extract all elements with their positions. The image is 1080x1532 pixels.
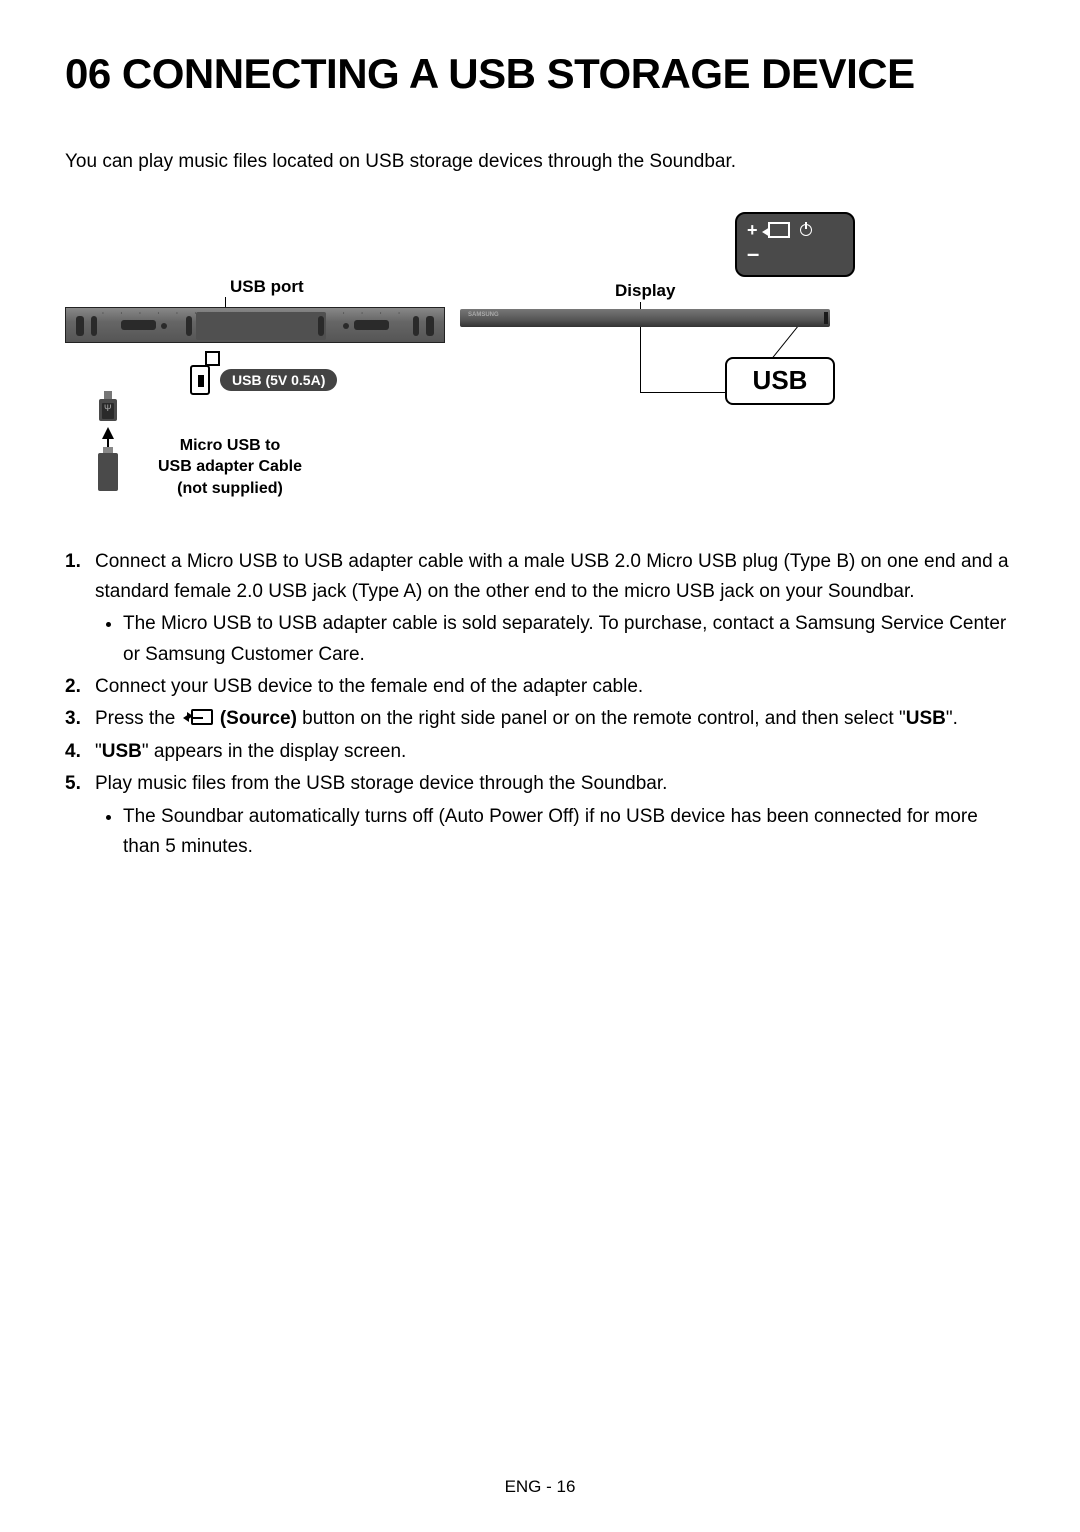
source-icon [183,709,213,727]
intro-text: You can play music files located on USB … [65,148,1015,177]
page-title: 06 CONNECTING A USB STORAGE DEVICE [65,50,1015,98]
cable-caption: Micro USB to USB adapter Cable (not supp… [140,435,320,500]
soundbar-front-panel: SAMSUNG [460,309,830,327]
instruction-list: Connect a Micro USB to USB adapter cable… [65,547,1015,863]
usb-port-label: USB port [230,277,304,297]
page-footer: ENG - 16 [0,1477,1080,1497]
usb-port-zoom: USB (5V 0.5A) [190,357,380,402]
step-1-note: The Micro USB to USB adapter cable is so… [123,609,1015,670]
source-icon [768,222,790,238]
soundbar-back-panel: • • • • • • • • • • • • • • • • • [65,307,445,343]
power-icon [800,224,812,236]
micro-usb-cable-illustration: Ψ [93,399,123,519]
display-label: Display [615,281,675,301]
step-5: Play music files from the USB storage de… [95,769,1015,862]
step-1: Connect a Micro USB to USB adapter cable… [95,547,1015,671]
usb-display-readout: USB [725,357,835,405]
connection-diagram: USB port Display • • • • • • • • • • • •… [65,207,1015,517]
step-4: "USB" appears in the display screen. [95,737,1015,767]
step-5-note: The Soundbar automatically turns off (Au… [123,802,1015,863]
volume-minus-icon: – [747,243,843,265]
usb-spec-label: USB (5V 0.5A) [220,369,337,391]
step-3: Press the (Source) button on the right s… [95,704,1015,734]
step-2: Connect your USB device to the female en… [95,672,1015,702]
volume-plus-icon: + [747,220,758,241]
side-button-panel: + – [735,212,855,277]
